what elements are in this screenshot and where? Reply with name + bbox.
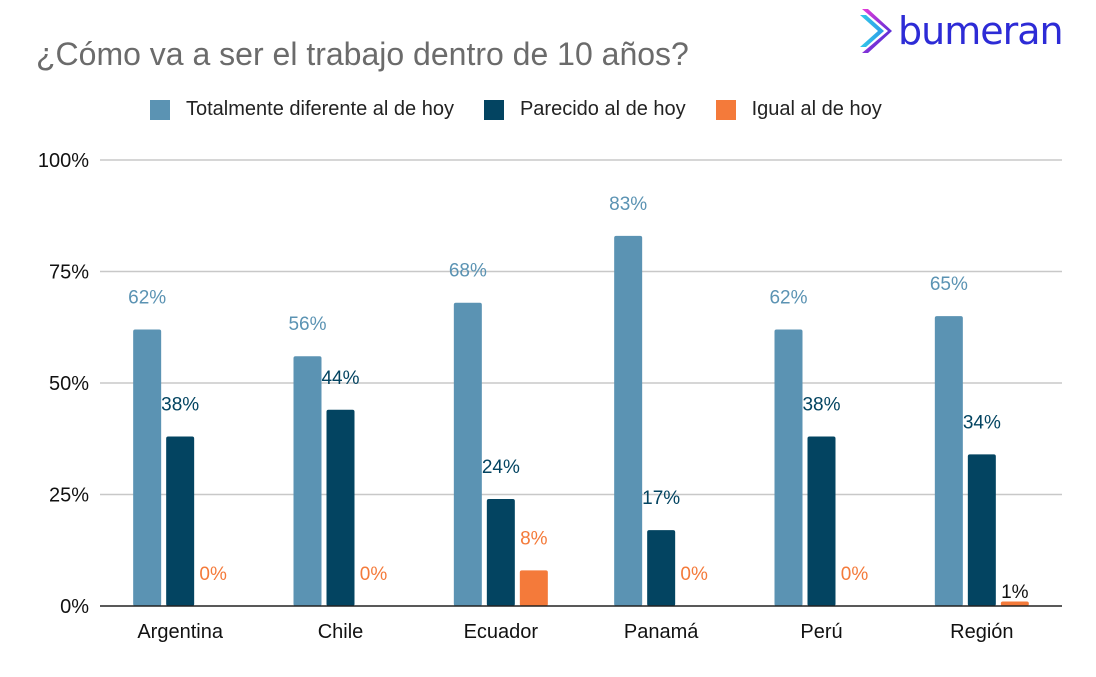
data-label-parecido: 38% <box>802 395 840 416</box>
bar-totalmente-diferente <box>614 235 643 606</box>
legend-label-totalmente-diferente: Totalmente diferente al de hoy <box>186 98 454 120</box>
legend-swatch-igual <box>715 99 736 120</box>
data-label-igual: 8% <box>520 528 548 549</box>
data-label-totalmente-diferente: 62% <box>769 287 807 308</box>
bar-parecido <box>166 436 195 606</box>
x-category-label: Región <box>950 621 1013 643</box>
x-category-label: Ecuador <box>464 621 539 643</box>
data-label-parecido: 17% <box>642 488 680 509</box>
x-category-label: Chile <box>318 621 364 643</box>
bar-totalmente-diferente <box>774 329 803 606</box>
data-label-igual: 0% <box>360 564 388 585</box>
bar-totalmente-diferente <box>453 302 482 606</box>
data-label-igual: 0% <box>680 564 708 585</box>
data-label-igual: 0% <box>841 564 869 585</box>
bar-parecido <box>486 498 515 606</box>
data-label-igual: 1% <box>1001 582 1029 603</box>
bar-parecido <box>647 530 676 606</box>
data-label-totalmente-diferente: 62% <box>128 287 166 308</box>
chart-title: ¿Cómo va a ser el trabajo dentro de 10 a… <box>36 36 689 72</box>
bar-totalmente-diferente <box>133 329 162 606</box>
x-category-label: Argentina <box>137 621 223 643</box>
legend-swatch-parecido <box>483 99 504 120</box>
x-category-label: Perú <box>800 621 842 643</box>
data-label-parecido: 34% <box>963 412 1001 433</box>
y-tick-label: 75% <box>49 262 89 284</box>
data-label-parecido: 38% <box>161 395 199 416</box>
bar-parecido <box>326 409 355 606</box>
bar-totalmente-diferente <box>934 316 963 606</box>
data-label-totalmente-diferente: 83% <box>609 194 647 215</box>
bumeran-logo: bumeran <box>858 6 1064 56</box>
bar-parecido <box>807 436 836 606</box>
data-label-totalmente-diferente: 56% <box>288 314 326 335</box>
data-label-totalmente-diferente: 68% <box>449 261 487 282</box>
y-tick-label: 0% <box>60 596 89 618</box>
boomerang-icon <box>860 9 892 53</box>
y-tick-label: 100% <box>38 150 89 172</box>
legend-label-igual: Igual al de hoy <box>751 98 882 120</box>
legend-item-parecido: Parecido al de hoy <box>483 98 686 121</box>
bar-totalmente-diferente <box>293 356 322 606</box>
x-category-label: Panamá <box>624 621 699 643</box>
legend-swatch-totalmente-diferente <box>150 99 170 120</box>
legend-item-igual: Igual al de hoy <box>715 98 882 121</box>
data-label-parecido: 44% <box>321 368 359 389</box>
data-label-igual: 0% <box>199 564 227 585</box>
y-tick-label: 50% <box>49 373 89 395</box>
legend-label-parecido: Parecido al de hoy <box>519 98 686 120</box>
y-tick-label: 25% <box>49 485 89 507</box>
bar-igual <box>1000 601 1029 606</box>
bar-igual <box>519 570 548 606</box>
chart-legend: Totalmente diferente al de hoy Parecido … <box>150 98 912 121</box>
bar-parecido <box>967 454 996 606</box>
data-label-totalmente-diferente: 65% <box>930 274 968 295</box>
legend-item-totalmente-diferente: Totalmente diferente al de hoy <box>150 98 454 121</box>
data-label-parecido: 24% <box>482 457 520 478</box>
logo-text: bumeran <box>898 9 1064 53</box>
